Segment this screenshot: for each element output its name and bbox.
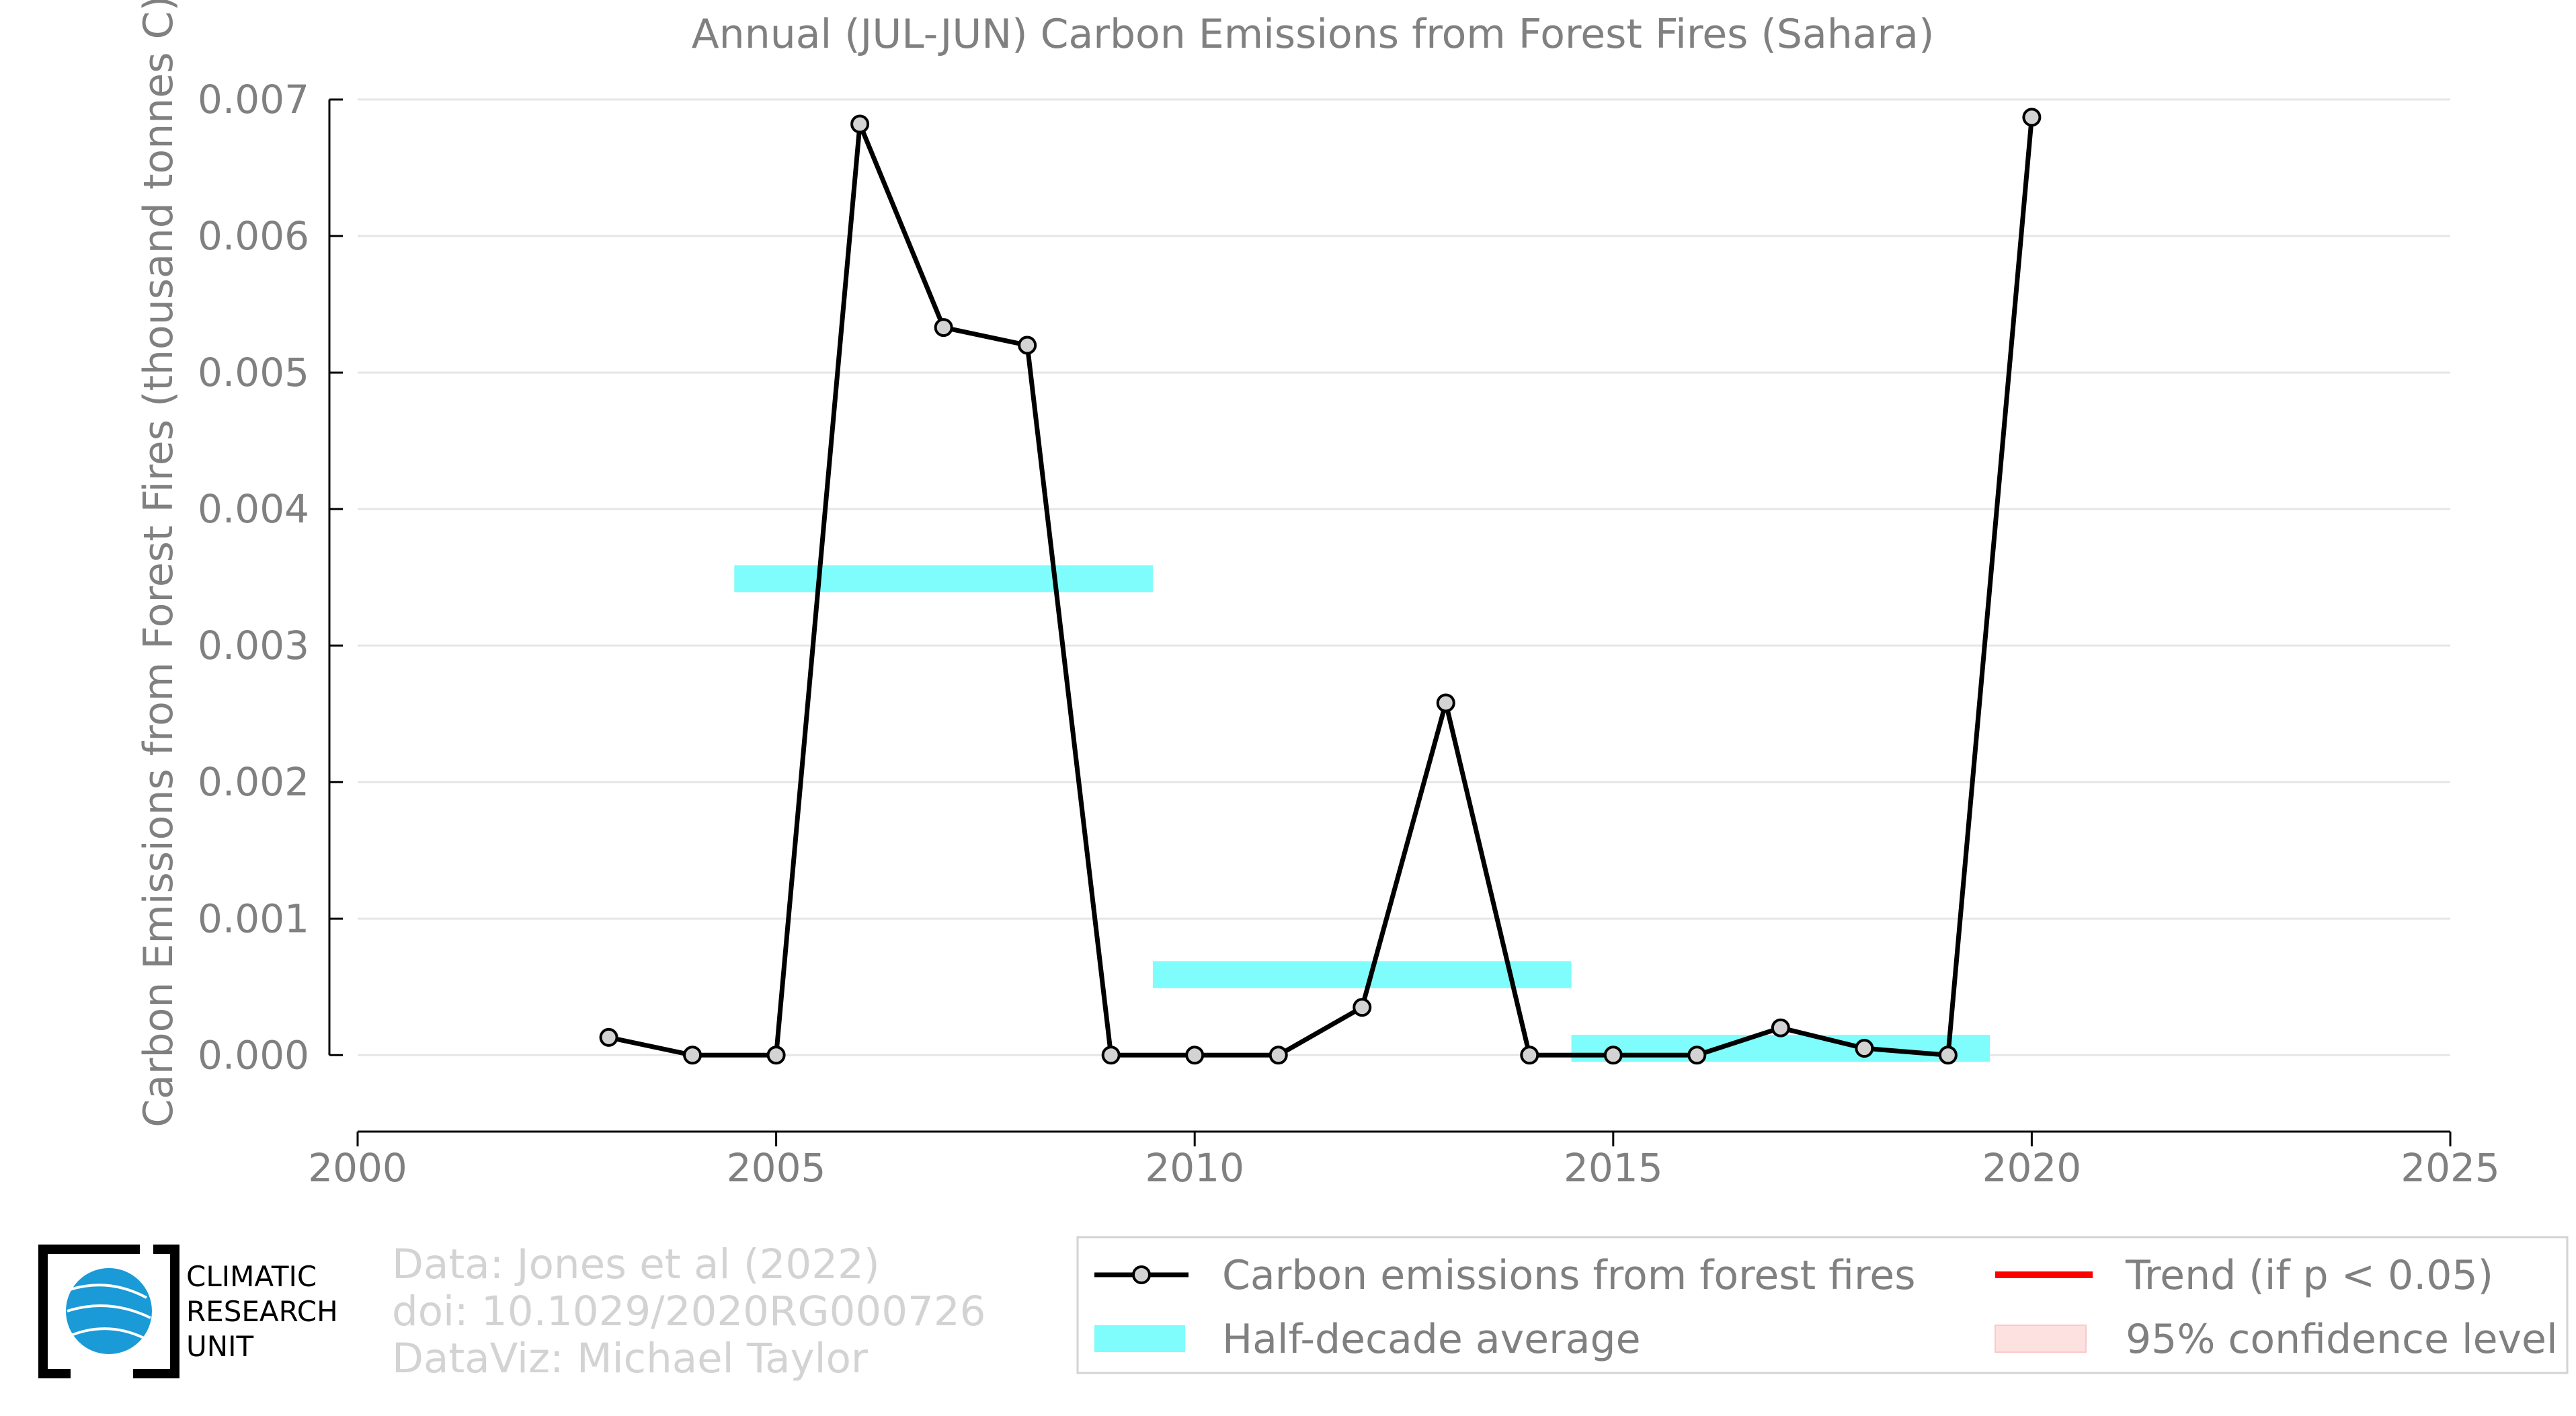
legend-label: 95% confidence level xyxy=(2126,1316,2558,1363)
emissions-point xyxy=(850,114,870,134)
credits: Data: Jones et al (2022) doi: 10.1029/20… xyxy=(392,1241,986,1382)
emissions-point xyxy=(683,1046,702,1065)
y-tick-label: 0.005 xyxy=(198,350,309,395)
half-decade-bar xyxy=(734,565,1153,592)
emissions-point xyxy=(1687,1046,1707,1065)
x-tick-label: 2020 xyxy=(1982,1145,2082,1191)
x-tick-label: 2025 xyxy=(2401,1145,2500,1191)
axes xyxy=(328,98,2452,1146)
y-tick-label: 0.003 xyxy=(198,623,309,668)
y-tick-label: 0.000 xyxy=(198,1032,309,1078)
legend-marker-swatch xyxy=(1132,1265,1151,1284)
logo-globe-lines xyxy=(67,1284,151,1339)
tick-labels: 0.000 0.001 0.002 0.003 0.004 0.005 0.006 0.007… xyxy=(198,77,2500,1191)
half-decade-bar xyxy=(1571,1035,1990,1062)
y-axis-label: Carbon Emissions from Forest Fires (thou… xyxy=(135,0,182,1128)
emissions-point xyxy=(1938,1046,1958,1065)
logo-globe-icon xyxy=(66,1268,152,1354)
logo-text-line3: UNIT xyxy=(186,1330,254,1363)
y-tick-label: 0.001 xyxy=(198,896,309,941)
legend-label: Half-decade average xyxy=(1222,1316,1641,1363)
half-decade-bands xyxy=(734,565,1990,1062)
y-tick-label: 0.007 xyxy=(198,77,309,122)
credit-dataviz: DataViz: Michael Taylor xyxy=(392,1335,868,1382)
series-layer xyxy=(599,108,2042,1065)
emissions-point xyxy=(1520,1046,1539,1065)
chart-title: Annual (JUL-JUN) Carbon Emissions from F… xyxy=(692,11,1935,58)
emissions-point xyxy=(934,318,953,338)
legend-band-swatch xyxy=(1995,1325,2087,1353)
logo-bracket-left xyxy=(38,1245,140,1378)
emissions-point xyxy=(1185,1046,1205,1065)
emissions-point xyxy=(1101,1046,1121,1065)
x-tick-label: 2000 xyxy=(308,1145,407,1191)
x-tick-label: 2005 xyxy=(727,1145,826,1191)
emissions-point xyxy=(1855,1039,1874,1058)
emissions-point xyxy=(2022,108,2042,127)
emissions-point xyxy=(1353,998,1372,1017)
logo-text: CLIMATIC RESEARCH UNIT xyxy=(186,1259,338,1364)
emissions-point xyxy=(599,1027,618,1047)
emissions-point xyxy=(1018,336,1037,355)
y-tick-label: 0.002 xyxy=(198,759,309,805)
cru-logo xyxy=(38,1245,179,1378)
logo-text-line1: CLIMATIC xyxy=(186,1260,317,1293)
logo-text-line2: RESEARCH xyxy=(186,1295,338,1328)
y-tick-label: 0.004 xyxy=(198,486,309,532)
emissions-point xyxy=(1269,1046,1288,1065)
legend-entries: Carbon emissions from forest fires Trend … xyxy=(1094,1252,2558,1363)
emissions-point xyxy=(1436,693,1455,713)
emissions-point xyxy=(1603,1046,1623,1065)
emissions-point xyxy=(766,1046,786,1065)
legend: Carbon emissions from forest fires Trend … xyxy=(1076,1236,2569,1374)
logo-bracket-right xyxy=(133,1245,179,1378)
gridlines xyxy=(358,98,2450,1056)
credit-data: Data: Jones et al (2022) xyxy=(392,1241,880,1288)
legend-frame xyxy=(1076,1236,2569,1374)
y-tick-label: 0.006 xyxy=(198,213,309,259)
emissions-line xyxy=(608,117,2034,1058)
legend-label: Carbon emissions from forest fires xyxy=(1222,1252,1915,1299)
x-tick-label: 2010 xyxy=(1145,1145,1244,1191)
credit-doi: doi: 10.1029/2020RG000726 xyxy=(392,1288,986,1335)
half-decade-bar xyxy=(1152,961,1572,988)
x-tick-label: 2015 xyxy=(1564,1145,1663,1191)
legend-band-swatch xyxy=(1094,1325,1185,1352)
emissions-point xyxy=(1771,1018,1790,1037)
legend-label: Trend (if p < 0.05) xyxy=(2125,1252,2493,1299)
